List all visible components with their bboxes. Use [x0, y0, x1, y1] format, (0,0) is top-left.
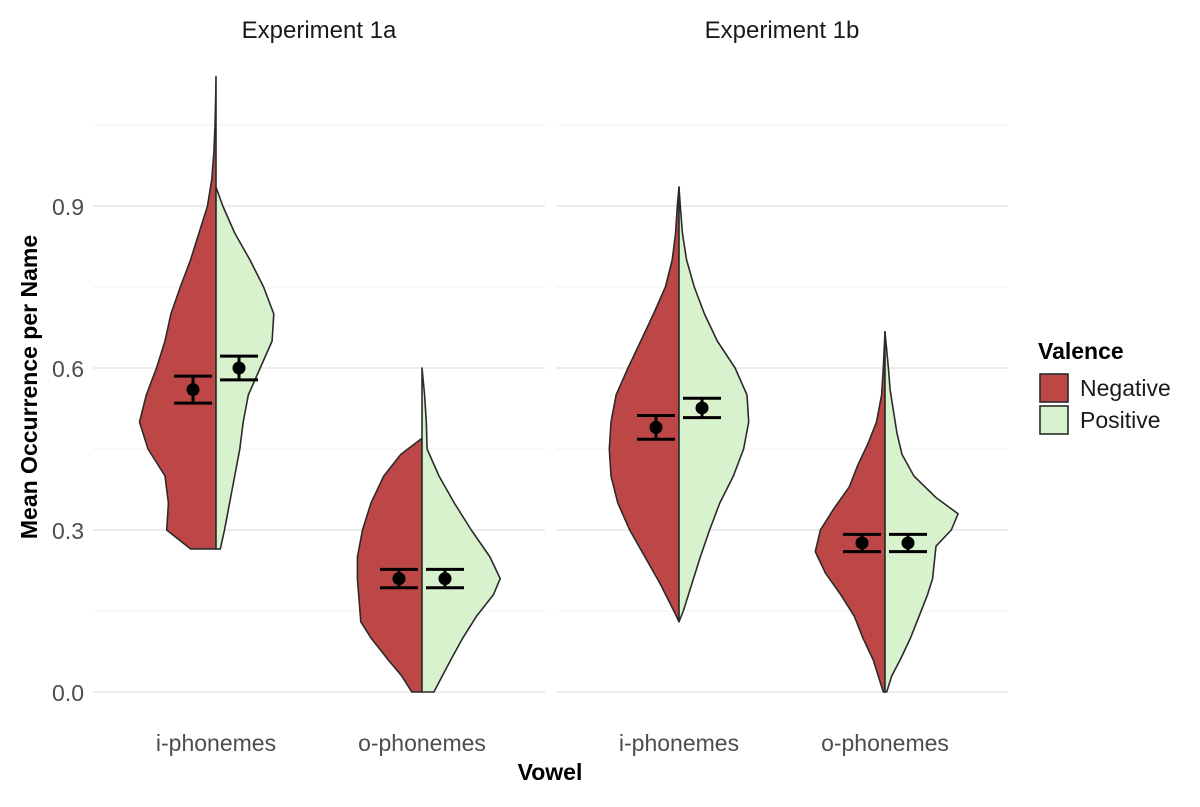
facet-title-1: Experiment 1b: [705, 17, 860, 44]
mean-point-positive: [438, 572, 452, 586]
y-axis-ticks: 0.0 0.3 0.6 0.9: [52, 194, 84, 706]
x-tick-label: o-phonemes: [821, 730, 949, 756]
y-tick-label: 0.6: [52, 356, 84, 382]
legend: Valence Negative Positive: [1038, 338, 1171, 435]
violin-half-negative: [138, 75, 217, 550]
mean-point-negative: [649, 420, 663, 434]
violin-half-negative: [608, 186, 680, 623]
mean-point-negative: [186, 383, 200, 397]
x-axis-title: Vowel: [518, 759, 583, 785]
legend-label-positive: Positive: [1080, 407, 1161, 433]
facet-title-0: Experiment 1a: [242, 17, 397, 44]
y-tick-label: 0.9: [52, 194, 84, 220]
legend-title: Valence: [1038, 338, 1124, 364]
mean-point-negative: [392, 572, 406, 586]
x-axis-ticks: i-phonemes o-phonemes i-phonemes o-phone…: [156, 730, 949, 756]
legend-label-negative: Negative: [1080, 375, 1171, 401]
x-tick-label: o-phonemes: [358, 730, 486, 756]
violin-half-negative: [814, 331, 886, 693]
y-tick-label: 0.3: [52, 518, 84, 544]
violin-half-positive: [884, 331, 959, 693]
x-tick-label: i-phonemes: [619, 730, 739, 756]
violin-layer: [138, 75, 959, 693]
legend-swatch-positive: [1039, 405, 1069, 435]
legend-swatch-negative: [1039, 373, 1069, 403]
y-tick-label: 0.0: [52, 680, 84, 706]
violin-half-positive: [678, 186, 750, 623]
mean-point-negative: [855, 536, 869, 550]
violin-half-positive: [421, 367, 501, 693]
mean-point-positive: [695, 401, 709, 415]
mean-point-positive: [232, 361, 246, 375]
y-axis-title: Mean Occurrence per Name: [16, 235, 42, 539]
mean-point-positive: [901, 536, 915, 550]
x-tick-label: i-phonemes: [156, 730, 276, 756]
point-layer: [174, 354, 927, 590]
violin-half-negative: [356, 437, 423, 693]
